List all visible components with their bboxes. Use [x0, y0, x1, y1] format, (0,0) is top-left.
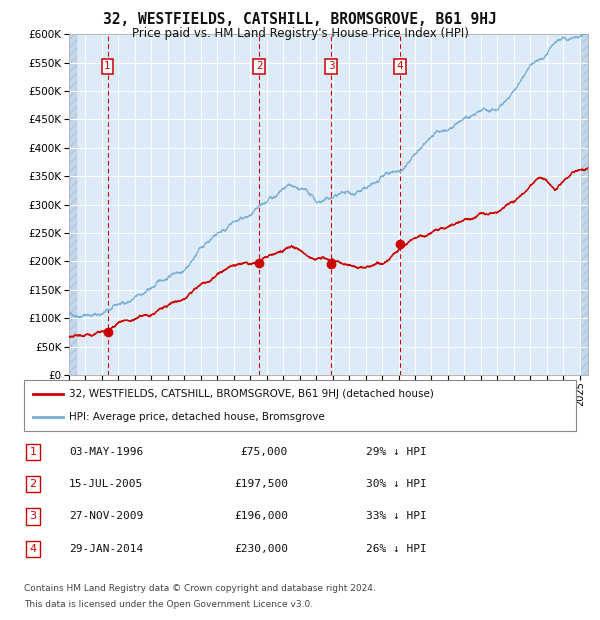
Text: £197,500: £197,500	[234, 479, 288, 489]
Text: 33% ↓ HPI: 33% ↓ HPI	[366, 512, 427, 521]
Text: 26% ↓ HPI: 26% ↓ HPI	[366, 544, 427, 554]
Polygon shape	[581, 34, 588, 375]
Text: £230,000: £230,000	[234, 544, 288, 554]
Text: 1: 1	[104, 61, 111, 71]
Polygon shape	[69, 34, 77, 375]
Text: Contains HM Land Registry data © Crown copyright and database right 2024.: Contains HM Land Registry data © Crown c…	[24, 584, 376, 593]
Text: HPI: Average price, detached house, Bromsgrove: HPI: Average price, detached house, Brom…	[69, 412, 325, 422]
Text: 03-MAY-1996: 03-MAY-1996	[69, 447, 143, 457]
Text: 2: 2	[256, 61, 262, 71]
Text: 15-JUL-2005: 15-JUL-2005	[69, 479, 143, 489]
Text: 29% ↓ HPI: 29% ↓ HPI	[366, 447, 427, 457]
Text: 30% ↓ HPI: 30% ↓ HPI	[366, 479, 427, 489]
Text: Price paid vs. HM Land Registry's House Price Index (HPI): Price paid vs. HM Land Registry's House …	[131, 27, 469, 40]
Text: 3: 3	[328, 61, 334, 71]
Text: 32, WESTFIELDS, CATSHILL, BROMSGROVE, B61 9HJ (detached house): 32, WESTFIELDS, CATSHILL, BROMSGROVE, B6…	[69, 389, 434, 399]
Text: 29-JAN-2014: 29-JAN-2014	[69, 544, 143, 554]
Text: This data is licensed under the Open Government Licence v3.0.: This data is licensed under the Open Gov…	[24, 600, 313, 609]
Text: 3: 3	[29, 512, 37, 521]
Text: £196,000: £196,000	[234, 512, 288, 521]
Text: 4: 4	[29, 544, 37, 554]
Text: 32, WESTFIELDS, CATSHILL, BROMSGROVE, B61 9HJ: 32, WESTFIELDS, CATSHILL, BROMSGROVE, B6…	[103, 12, 497, 27]
Text: 1: 1	[29, 447, 37, 457]
Text: 4: 4	[397, 61, 403, 71]
Text: 27-NOV-2009: 27-NOV-2009	[69, 512, 143, 521]
Text: 2: 2	[29, 479, 37, 489]
Text: £75,000: £75,000	[241, 447, 288, 457]
